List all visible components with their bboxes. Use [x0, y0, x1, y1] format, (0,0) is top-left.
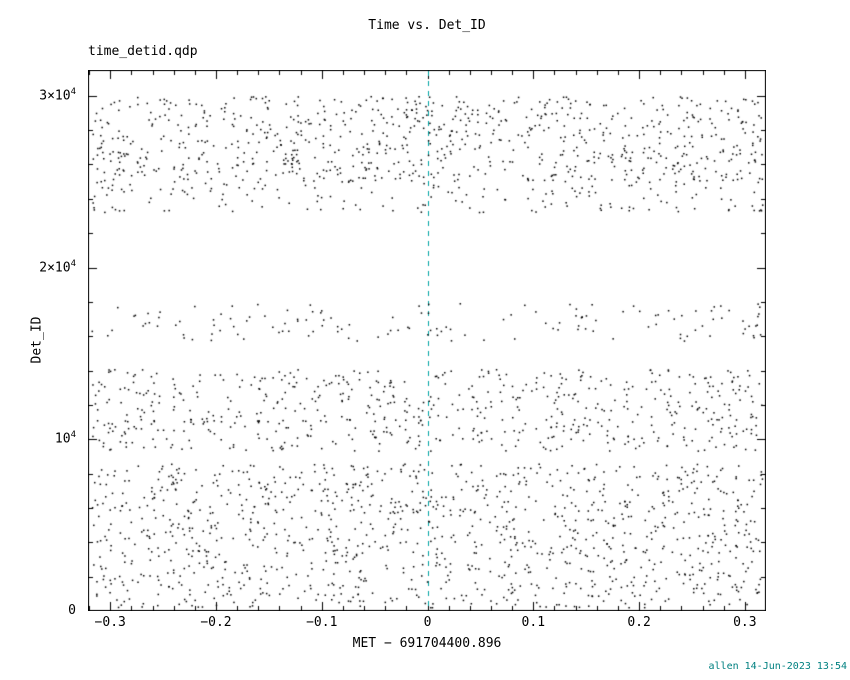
- x-tick-label: −0.3: [94, 615, 126, 630]
- x-tick-label: 0: [423, 615, 432, 630]
- x-tick-label: 0.3: [733, 615, 757, 630]
- x-tick-label: −0.2: [200, 615, 232, 630]
- y-tick-label: 2×104: [39, 258, 76, 275]
- x-tick-label: 0.2: [627, 615, 651, 630]
- filename-label: time_detid.qdp: [88, 44, 198, 59]
- x-axis-tick-labels: −0.3 −0.2 −0.1 0 0.1 0.2 0.3: [88, 611, 766, 633]
- y-axis-tick-labels: 0 104 2×104 3×104: [0, 70, 82, 618]
- y-tick-label: 3×104: [39, 86, 76, 104]
- x-tick-label: −0.1: [306, 615, 338, 630]
- chart-title: Time vs. Det_ID: [368, 18, 486, 33]
- x-axis-label: MET − 691704400.896: [352, 636, 502, 651]
- credit-timestamp: allen 14-Jun-2023 13:54: [708, 661, 847, 672]
- scatter-plot-canvas: [88, 70, 766, 611]
- y-tick-label: 104: [54, 430, 76, 447]
- y-tick-label: 0: [68, 602, 76, 618]
- x-tick-label: 0.1: [521, 615, 546, 630]
